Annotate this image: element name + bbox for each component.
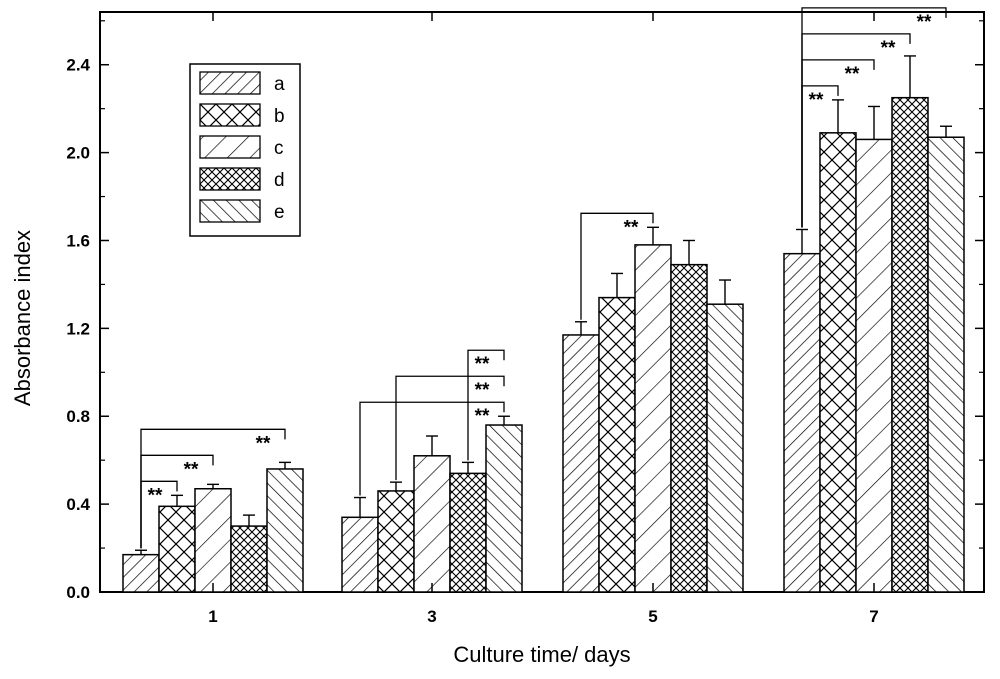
significance-label: **	[184, 459, 199, 480]
bar-b-day-5	[598, 296, 636, 593]
significance-bracket	[801, 7, 947, 228]
legend-label-c: c	[274, 138, 284, 159]
y-tick-label: 0.0	[66, 583, 90, 602]
significance-label: **	[624, 217, 639, 238]
legend-label-b: b	[274, 106, 285, 127]
bar-d-day-1	[230, 525, 268, 593]
significance-label: **	[475, 380, 490, 401]
bar-e-day-3	[485, 424, 523, 593]
bar-c-day-5	[634, 244, 672, 593]
significance-bracket	[580, 212, 654, 320]
legend-label-d: d	[274, 170, 285, 191]
significance-label: **	[256, 433, 271, 454]
x-tick-label: 1	[208, 607, 217, 626]
bar-c-day-1	[194, 487, 232, 593]
bar-e-day-1	[266, 468, 304, 593]
significance-label: **	[917, 12, 932, 33]
y-tick-label: 0.8	[66, 407, 90, 426]
bar-c-day-7	[855, 138, 893, 593]
y-tick-label: 0.4	[66, 495, 90, 514]
legend-swatch-a	[199, 71, 261, 95]
y-axis-label: Absorbance index	[10, 230, 35, 406]
bar-b-day-1	[158, 505, 196, 593]
significance-label: **	[881, 38, 896, 59]
bar-a-day-7	[783, 252, 821, 593]
bars-layer	[122, 55, 965, 593]
significance-label: **	[845, 64, 860, 85]
plot-area-frame	[99, 11, 985, 593]
significance-layer: ** ** ** ** ** ** ** ** ** ** **	[140, 7, 947, 549]
significance-label: **	[148, 485, 163, 506]
bar-d-day-7	[891, 96, 929, 593]
legend-swatch-d	[199, 167, 261, 191]
bar-e-day-5	[706, 303, 744, 593]
bar-a-day-3	[341, 516, 379, 593]
y-tick-label: 1.6	[66, 231, 90, 250]
significance-label: **	[475, 406, 490, 427]
x-axis-label: Culture time/ days	[453, 642, 630, 667]
legend-swatch-c	[199, 135, 261, 159]
legend-label-a: a	[274, 74, 285, 95]
bar-d-day-3	[449, 472, 487, 593]
bar-a-day-1	[122, 553, 160, 593]
bar-b-day-3	[377, 490, 415, 593]
y-tick-label: 2.0	[66, 144, 90, 163]
legend-swatch-b	[199, 103, 261, 127]
axes-layer: 0.0 0.4 0.8 1.2 1.6 2.0 2.4 1 3 5 7	[66, 12, 984, 626]
bar-e-day-7	[927, 136, 965, 593]
x-tick-label: 3	[427, 607, 436, 626]
bar-a-day-5	[562, 334, 600, 593]
y-tick-label: 2.4	[66, 56, 90, 75]
significance-bracket	[359, 401, 505, 496]
bar-c-day-3	[413, 455, 451, 593]
significance-bracket	[467, 349, 505, 461]
bar-b-day-7	[819, 132, 857, 593]
significance-label: **	[475, 354, 490, 375]
legend-label-e: e	[274, 202, 285, 223]
significance-bracket	[140, 428, 286, 549]
x-tick-label: 7	[869, 607, 878, 626]
y-tick-label: 1.2	[66, 319, 90, 338]
significance-label: **	[809, 90, 824, 111]
legend-swatch-e	[199, 199, 261, 223]
bar-d-day-5	[670, 263, 708, 593]
significance-bracket	[395, 375, 505, 481]
x-tick-label: 5	[648, 607, 657, 626]
